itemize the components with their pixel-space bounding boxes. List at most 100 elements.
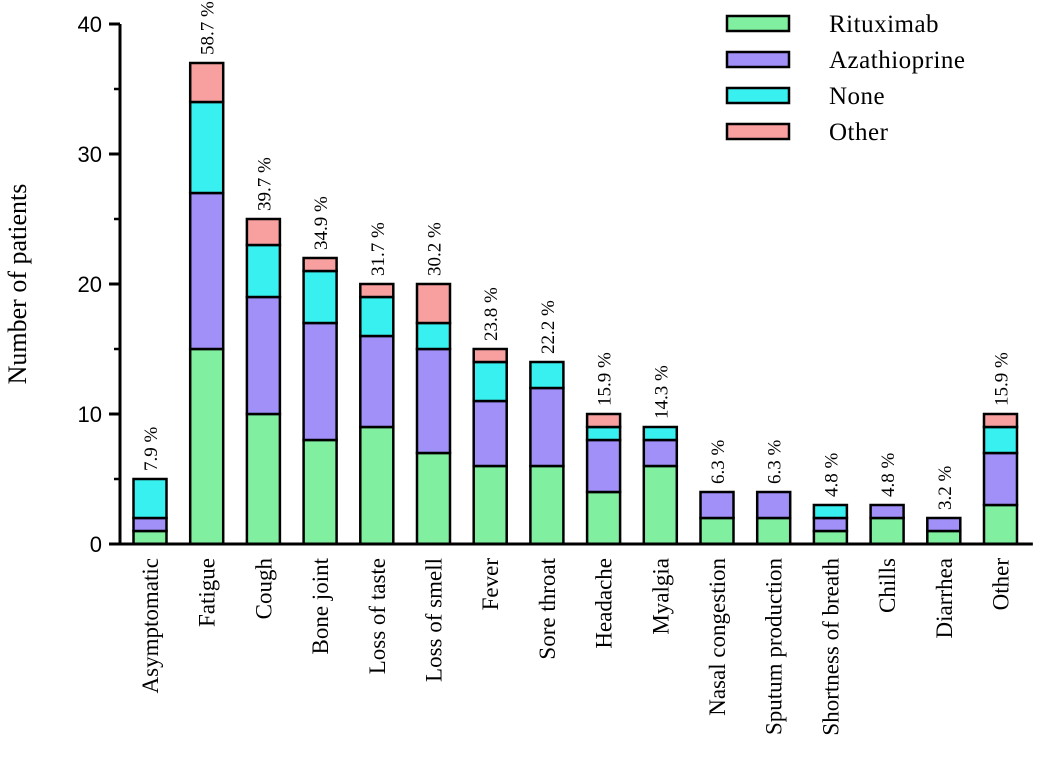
- bar-other-azathioprine: [982, 451, 1019, 507]
- bar-nasal-congestion-azathioprine: [699, 490, 735, 520]
- percent-label-sore-throat: 22.2 %: [538, 300, 559, 354]
- bar-other-none: [982, 425, 1019, 455]
- y-tick-label-30: 30: [78, 142, 102, 167]
- bar-asymptomatic-azathioprine: [132, 516, 168, 533]
- percent-label-diarrhea: 3.2 %: [935, 466, 956, 511]
- bar-shortness-of-breath-rituximab: [812, 529, 849, 546]
- category-label-fever: Fever: [478, 558, 503, 611]
- bar-other-other: [982, 412, 1019, 429]
- bar-chills-rituximab: [869, 516, 905, 546]
- bar-fever-other: [472, 347, 508, 364]
- category-label-sputum-production: Sputum production: [762, 558, 787, 735]
- bar-headache-rituximab: [585, 490, 622, 546]
- category-label-fatigue: Fatigue: [195, 558, 220, 627]
- bar-loss-of-taste-azathioprine: [359, 334, 395, 429]
- bar-bone-joint-azathioprine: [302, 321, 338, 442]
- bar-chills-azathioprine: [869, 503, 905, 520]
- bar-shortness-of-breath-none: [812, 503, 849, 520]
- category-label-loss-of-smell: Loss of smell: [422, 558, 447, 682]
- bar-sore-throat-none: [529, 360, 565, 390]
- legend-label-other: Other: [829, 119, 889, 146]
- bar-myalgia-azathioprine: [642, 438, 679, 468]
- bar-loss-of-taste-rituximab: [359, 425, 395, 546]
- bar-sputum-production-azathioprine: [755, 490, 792, 520]
- percent-label-myalgia: 14.3 %: [651, 365, 672, 419]
- y-tick-label-40: 40: [78, 12, 102, 37]
- percent-label-headache: 15.9 %: [595, 352, 616, 406]
- bar-headache-other: [585, 412, 622, 429]
- category-label-myalgia: Myalgia: [648, 558, 673, 635]
- bar-loss-of-smell-none: [415, 321, 452, 351]
- bar-fatigue-other: [188, 61, 225, 104]
- bar-bone-joint-other: [302, 256, 338, 273]
- bar-diarrhea-azathioprine: [926, 516, 962, 533]
- percent-label-bone-joint: 34.9 %: [311, 196, 332, 250]
- bar-fever-rituximab: [472, 464, 508, 546]
- category-label-diarrhea: Diarrhea: [932, 558, 957, 638]
- legend-label-none: None: [829, 83, 885, 110]
- category-label-nasal-congestion: Nasal congestion: [705, 558, 730, 716]
- category-label-loss-of-taste: Loss of taste: [365, 558, 390, 674]
- y-tick-label-0: 0: [90, 532, 102, 557]
- legend-swatch-rituximab: [725, 14, 791, 33]
- bar-myalgia-none: [642, 425, 679, 442]
- bar-bone-joint-rituximab: [302, 438, 338, 546]
- bar-cough-azathioprine: [245, 295, 282, 416]
- labels-group: 7.9 % Asymptomatic 58.7 % Fatigue 39.7 % Coug…: [138, 1, 1014, 736]
- bar-sore-throat-rituximab: [529, 464, 565, 546]
- bar-fatigue-rituximab: [188, 347, 225, 546]
- bar-loss-of-smell-rituximab: [415, 451, 452, 546]
- legend: Rituximab Azathioprine None Other: [725, 11, 966, 146]
- bar-loss-of-smell-azathioprine: [415, 347, 452, 455]
- bar-fever-none: [472, 360, 508, 403]
- percent-label-loss-of-smell: 30.2 %: [425, 222, 446, 276]
- bar-sore-throat-azathioprine: [529, 386, 565, 468]
- category-label-asymptomatic: Asymptomatic: [138, 558, 163, 693]
- bar-bone-joint-none: [302, 269, 338, 325]
- y-tick-label-20: 20: [78, 272, 102, 297]
- axes-group: 0 10 20 30 40 Number of patients: [3, 12, 1033, 557]
- y-tick-label-10: 10: [78, 402, 102, 427]
- bar-asymptomatic-none: [132, 477, 168, 520]
- bar-nasal-congestion-rituximab: [699, 516, 735, 546]
- percent-label-sputum-production: 6.3 %: [765, 440, 786, 485]
- bar-asymptomatic-rituximab: [132, 529, 168, 546]
- bars-group: [132, 61, 1019, 546]
- percent-label-other: 15.9 %: [992, 352, 1013, 406]
- bar-loss-of-smell-other: [415, 282, 452, 325]
- percent-label-shortness-of-breath: 4.8 %: [821, 453, 842, 498]
- percent-label-chills: 4.8 %: [878, 453, 899, 498]
- bar-fatigue-none: [188, 100, 225, 195]
- percent-label-asymptomatic: 7.9 %: [141, 427, 162, 472]
- bar-headache-azathioprine: [585, 438, 622, 494]
- category-label-headache: Headache: [592, 558, 617, 649]
- legend-label-rituximab: Rituximab: [829, 11, 939, 38]
- category-label-sore-throat: Sore throat: [535, 557, 560, 659]
- bar-cough-other: [245, 217, 282, 247]
- category-label-shortness-of-breath: Shortness of breath: [818, 558, 843, 736]
- percent-label-fatigue: 58.7 %: [198, 1, 219, 55]
- category-label-chills: Chills: [875, 558, 900, 613]
- bar-loss-of-taste-none: [359, 295, 395, 338]
- legend-label-azathioprine: Azathioprine: [829, 47, 966, 74]
- category-label-other: Other: [989, 558, 1014, 611]
- bar-myalgia-rituximab: [642, 464, 679, 546]
- bar-loss-of-taste-other: [359, 282, 395, 299]
- percent-label-cough: 39.7 %: [254, 157, 275, 211]
- legend-swatch-other: [725, 122, 791, 141]
- legend-swatch-none: [725, 86, 791, 105]
- bar-fever-azathioprine: [472, 399, 508, 468]
- bar-sputum-production-rituximab: [755, 516, 792, 546]
- bar-diarrhea-rituximab: [926, 529, 962, 546]
- percent-label-fever: 23.8 %: [481, 287, 502, 341]
- percent-label-nasal-congestion: 6.3 %: [708, 440, 729, 485]
- category-label-bone-joint: Bone joint: [308, 557, 333, 654]
- bar-cough-rituximab: [245, 412, 282, 546]
- legend-swatch-azathioprine: [725, 50, 791, 69]
- percent-label-loss-of-taste: 31.7 %: [368, 222, 389, 276]
- bar-shortness-of-breath-azathioprine: [812, 516, 849, 533]
- bar-other-rituximab: [982, 503, 1019, 546]
- bar-fatigue-azathioprine: [188, 191, 225, 351]
